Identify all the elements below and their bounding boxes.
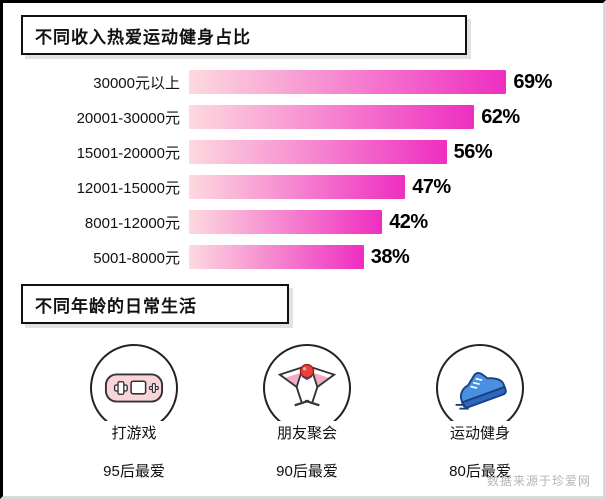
- activity-circle: [90, 344, 178, 432]
- bar: [189, 210, 383, 234]
- income-range-label: 8001-12000元: [84, 214, 180, 232]
- activity-circle: [263, 344, 351, 432]
- activity-label: 运动健身: [442, 421, 517, 444]
- bar-track: 69%: [189, 70, 589, 94]
- activity-item-2: 运动健身 80后最爱: [415, 344, 545, 481]
- bar-track: 56%: [189, 140, 589, 164]
- gamepad-icon: [103, 367, 165, 409]
- section-title-age-text: 不同年龄的日常生活: [35, 297, 197, 316]
- bar-track: 38%: [189, 245, 589, 269]
- income-range-label: 5001-8000元: [93, 249, 180, 267]
- activity-group-label: 90后最爱: [276, 463, 338, 480]
- bar-row: 15001-20000元 56%: [21, 139, 589, 165]
- activity-circle: [436, 344, 524, 432]
- bar: [189, 175, 406, 199]
- bar-value-label: 62%: [481, 105, 520, 128]
- age-activities: 打游戏 95后最爱 朋友聚会 90后最爱 运动健身 80后最爱: [21, 344, 589, 481]
- activity-label: 打游戏: [104, 421, 164, 444]
- bar-value-label: 42%: [389, 210, 428, 233]
- bar-value-label: 69%: [513, 70, 552, 93]
- bar-track: 47%: [189, 175, 589, 199]
- activity-group-label: 95后最爱: [103, 463, 165, 480]
- bar: [189, 105, 475, 129]
- income-range-label: 20001-30000元: [76, 109, 180, 127]
- data-source-label: 数据来源于珍爱网: [486, 474, 591, 488]
- sneaker-icon: [450, 363, 510, 413]
- section-title-income-text: 不同收入热爱运动健身占比: [35, 28, 251, 47]
- bar-row: 30000元以上 69%: [21, 69, 589, 95]
- section-title-age: 不同年龄的日常生活: [21, 284, 289, 324]
- bar-row: 12001-15000元 47%: [21, 174, 589, 200]
- activity-item-1: 朋友聚会 90后最爱: [242, 344, 372, 481]
- bar-row: 5001-8000元 38%: [21, 244, 589, 270]
- bar-row: 20001-30000元 62%: [21, 104, 589, 130]
- bar-value-label: 38%: [370, 245, 410, 268]
- bar: [189, 245, 364, 269]
- activity-group-label: 80后最爱: [449, 463, 511, 480]
- bar-value-label: 47%: [412, 175, 451, 198]
- income-range-label: 15001-20000元: [76, 144, 180, 162]
- section-title-income: 不同收入热爱运动健身占比: [21, 15, 467, 55]
- activity-label: 朋友聚会: [269, 421, 344, 444]
- bar: [189, 140, 447, 164]
- income-range-label: 12001-15000元: [76, 179, 180, 197]
- bar-row: 8001-12000元 42%: [21, 209, 589, 235]
- activity-item-0: 打游戏 95后最爱: [69, 344, 199, 481]
- income-bar-chart: 30000元以上 69% 20001-30000元 62% 15001-20000元 56…: [21, 69, 589, 270]
- cocktail-icon: [277, 361, 337, 415]
- bar-track: 42%: [189, 210, 589, 234]
- bar-value-label: 56%: [453, 140, 493, 163]
- income-range-label: 30000元以上: [93, 74, 180, 92]
- bar: [189, 70, 507, 94]
- bar-track: 62%: [189, 105, 589, 129]
